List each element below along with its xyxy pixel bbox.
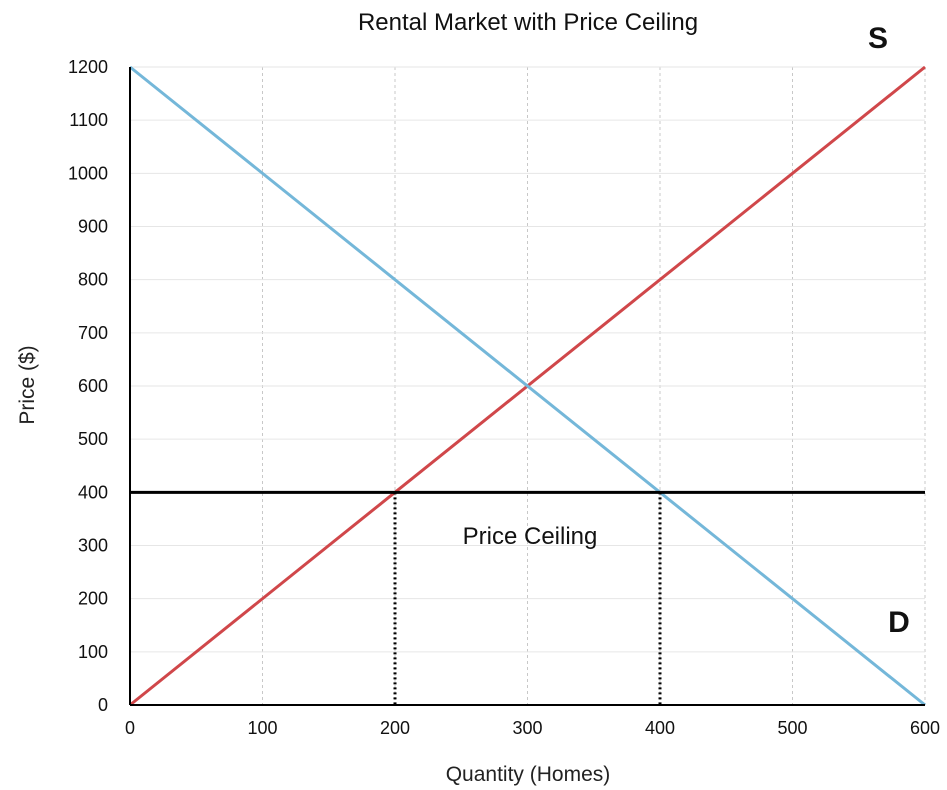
y-tick-label: 800 <box>78 270 108 290</box>
y-tick-label: 1000 <box>68 163 108 183</box>
y-tick-label: 400 <box>78 482 108 502</box>
price-ceiling-group <box>130 490 925 705</box>
x-tick-label: 400 <box>645 718 675 738</box>
y-tick-label: 1100 <box>69 110 108 130</box>
price-ceiling-label: Price Ceiling <box>463 523 598 550</box>
x-tick-label: 0 <box>125 718 135 738</box>
y-tick-label: 600 <box>78 376 108 396</box>
y-tick-label: 0 <box>98 695 108 715</box>
supply-curve-label: S <box>868 22 888 55</box>
y-tick-label: 900 <box>78 217 108 237</box>
y-tick-label: 200 <box>78 589 108 609</box>
x-tick-label: 200 <box>380 718 410 738</box>
x-tick-labels: 0 100 200 300 400 500 600 <box>125 718 940 738</box>
y-tick-label: 1200 <box>68 57 108 77</box>
demand-curve <box>129 65 926 707</box>
x-tick-label: 500 <box>777 718 807 738</box>
demand-curve-label: D <box>888 606 910 639</box>
y-tick-labels: 0 100 200 300 400 500 600 700 800 900 1000 1100 1200 <box>68 57 108 715</box>
y-tick-label: 700 <box>78 323 108 343</box>
y-axis-title: Price ($) <box>16 345 39 424</box>
series-lines <box>129 65 926 707</box>
x-tick-label: 600 <box>910 718 940 738</box>
x-tick-label: 100 <box>247 718 277 738</box>
x-tick-label: 300 <box>512 718 542 738</box>
y-gridlines <box>130 66 925 653</box>
x-axis-title: Quantity (Homes) <box>446 763 611 786</box>
y-tick-label: 500 <box>78 429 108 449</box>
y-tick-label: 300 <box>78 536 108 556</box>
y-tick-label: 100 <box>78 642 108 662</box>
axes <box>129 67 925 706</box>
chart-title: Rental Market with Price Ceiling <box>358 9 698 36</box>
